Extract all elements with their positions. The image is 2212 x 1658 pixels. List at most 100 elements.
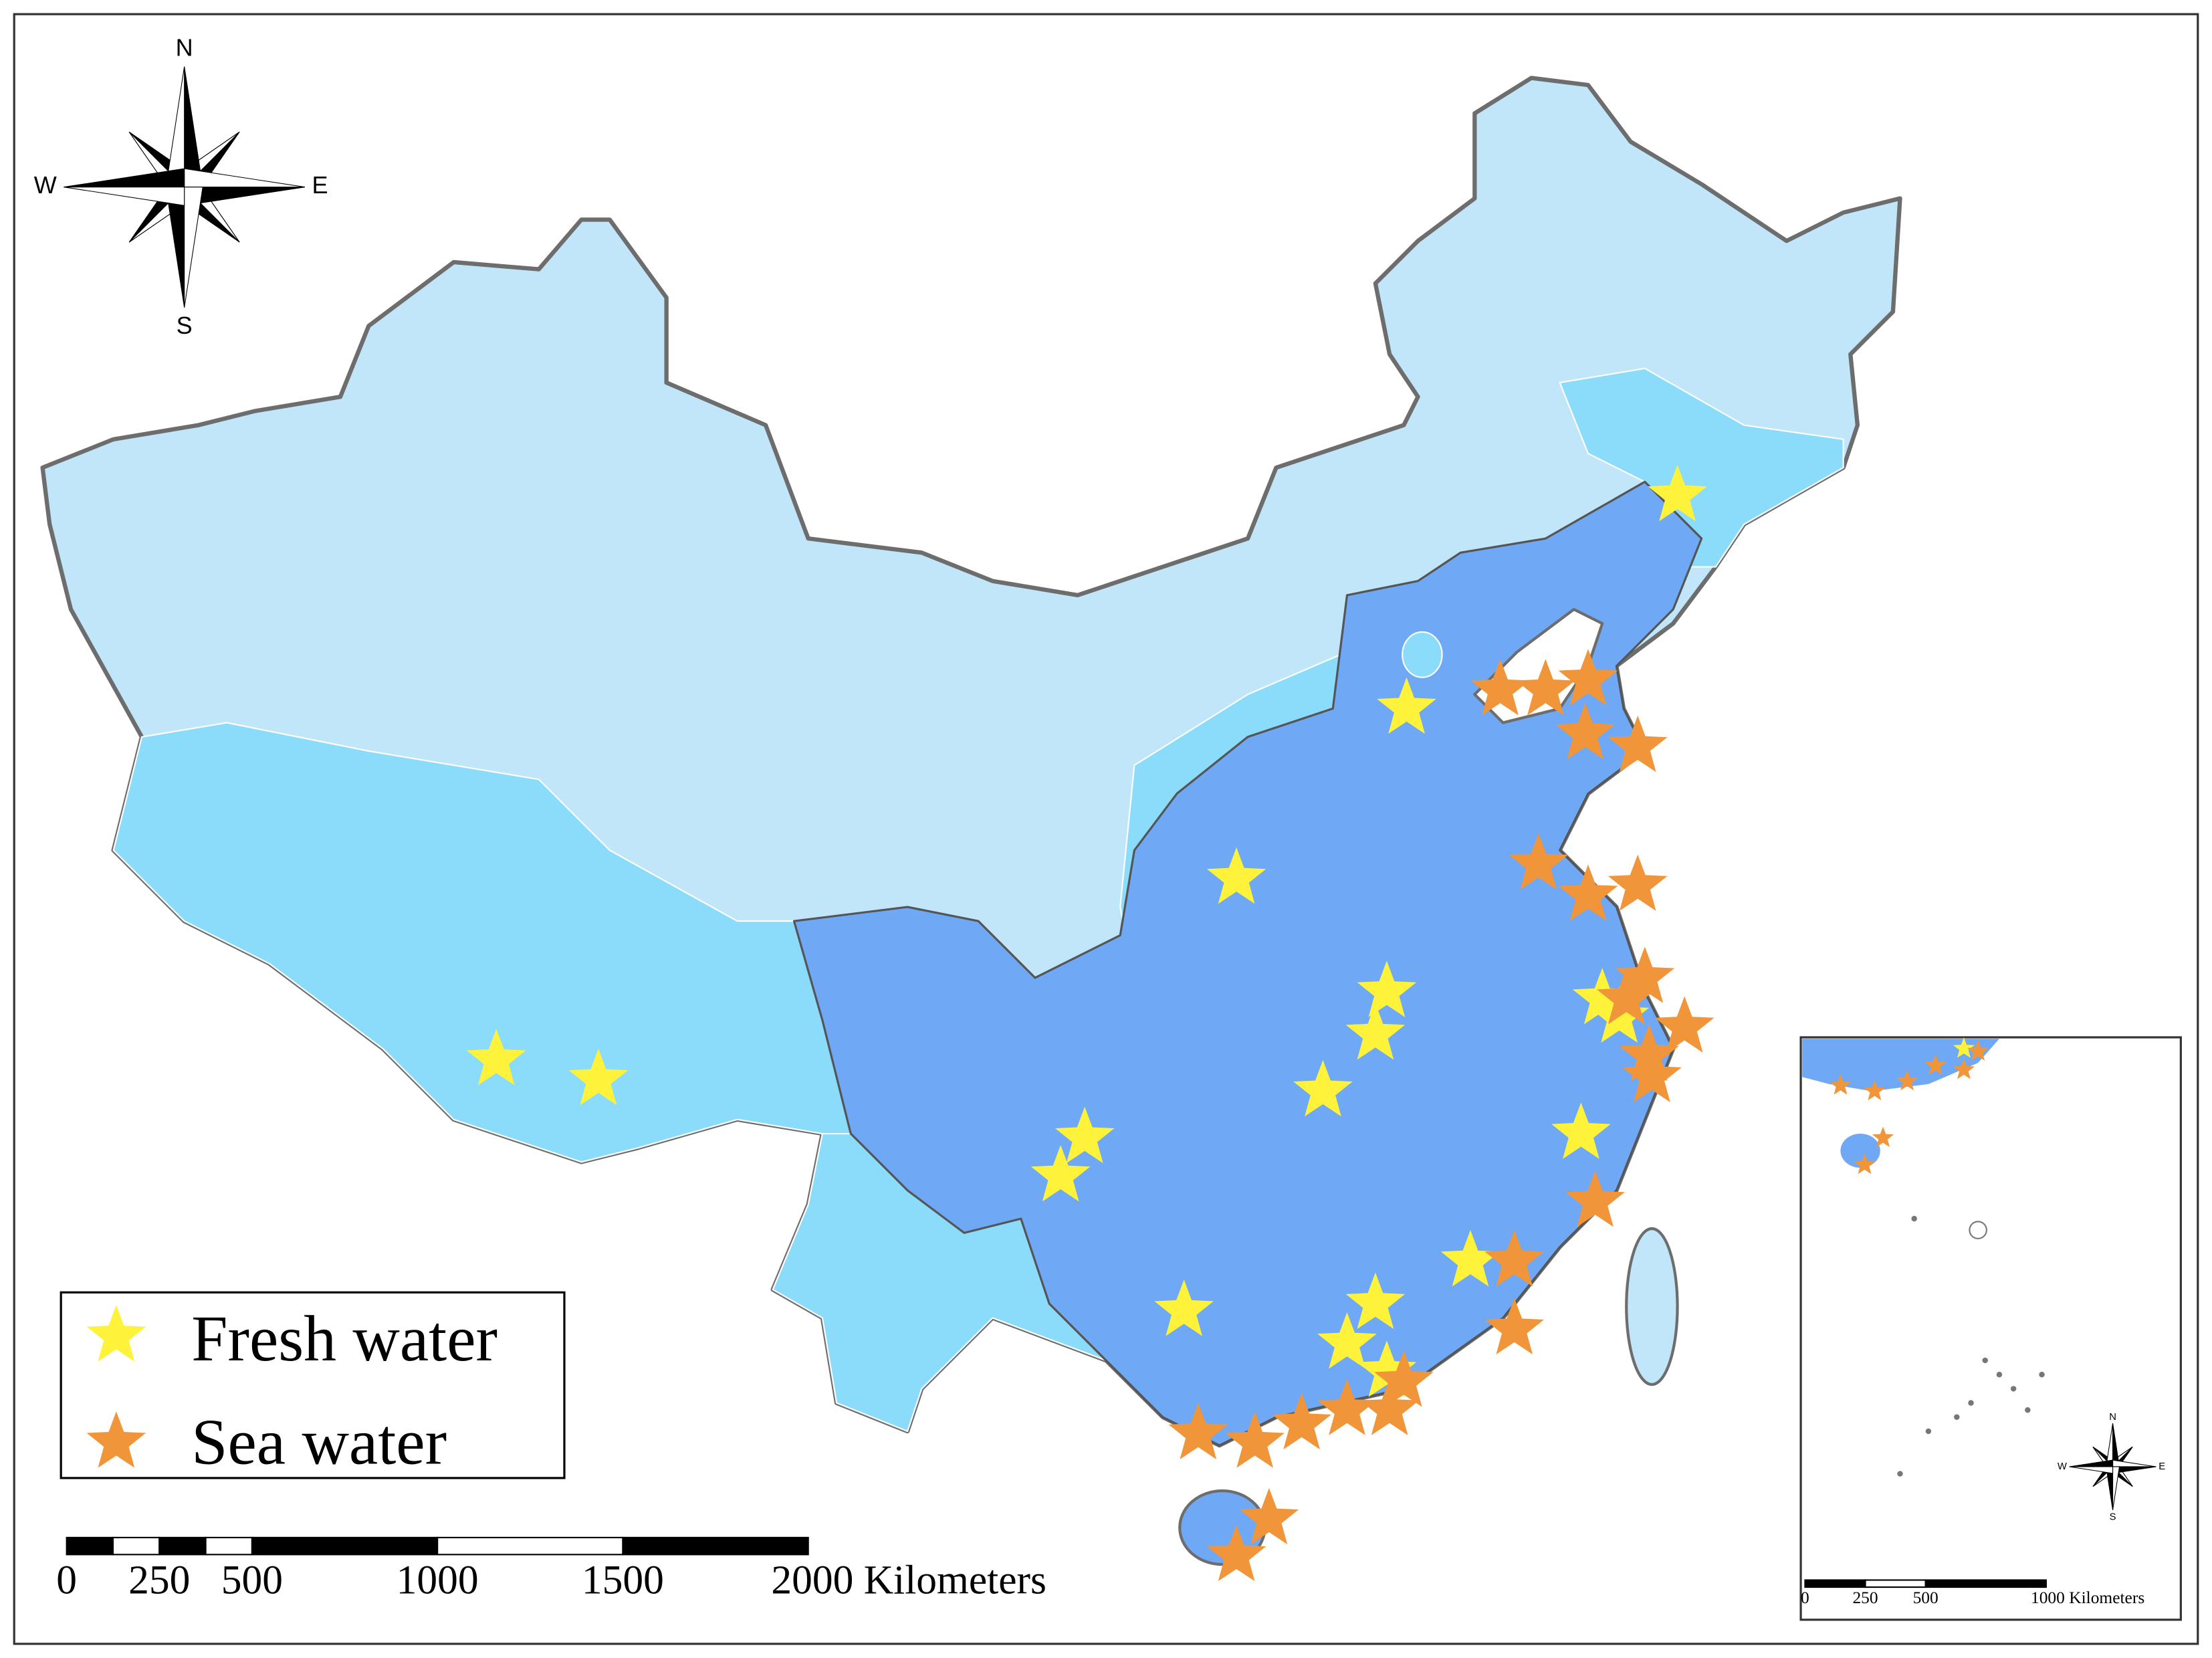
region-dark [792, 480, 1703, 1447]
scale-label: 0 [1801, 1588, 1809, 1607]
sea-water-site [1509, 833, 1569, 890]
legend-box [60, 1291, 566, 1479]
scale-bar: 0 250 500 1000 1500 2000 Kilometers [56, 1536, 1046, 1603]
legend-symbol [86, 1411, 146, 1468]
sea-water-site [1615, 946, 1675, 1003]
scale-segment [66, 1536, 114, 1556]
scale-label: 250 [128, 1558, 190, 1603]
scale-segment [1864, 1579, 1926, 1588]
sea-water-site [1484, 1230, 1545, 1287]
sites [466, 464, 1715, 1582]
inset-frame [1799, 1036, 2182, 1621]
fresh-water-site [1345, 1003, 1406, 1060]
compass-label: N [2109, 1412, 2116, 1423]
scale-segment [1804, 1579, 1866, 1588]
region-medium [1559, 367, 1844, 568]
sea-water-site [1225, 1411, 1285, 1468]
china-map [40, 76, 1902, 1566]
sea-water-site [1608, 854, 1668, 911]
legend-label: Fresh water [191, 1303, 497, 1375]
beijing [1402, 631, 1443, 678]
fresh-water-site [1345, 1272, 1406, 1330]
scale-segment [205, 1536, 253, 1556]
sea-water-site [1168, 1403, 1228, 1459]
scale-label: 250 [1852, 1588, 1878, 1607]
sea-water-site [1484, 1298, 1545, 1355]
sea-water-site [1317, 1378, 1377, 1435]
sea-water-site [1830, 1074, 1852, 1095]
scale-label: 500 [221, 1558, 283, 1603]
sea-water-site [1555, 702, 1616, 760]
fresh-water-site [1572, 968, 1632, 1025]
fresh-water-site [1551, 1102, 1611, 1159]
sea-water-site [1896, 1069, 1918, 1091]
scale-label: 1000 [397, 1558, 479, 1603]
inset-sites [1830, 1037, 1989, 1174]
sea-water-site [1654, 996, 1715, 1053]
compass-point [184, 187, 203, 308]
compass-label: E [2159, 1461, 2165, 1472]
legend-label: Sea water [191, 1407, 447, 1479]
legend-symbol [86, 1305, 146, 1362]
sea-water-site [1470, 659, 1530, 716]
fresh-water-site [1030, 1144, 1091, 1202]
fresh-water-site [1357, 1340, 1417, 1397]
sea-water-site [1239, 1487, 1299, 1545]
sea-water-site [1359, 1378, 1420, 1435]
sea-water-site [1619, 1024, 1679, 1081]
sea-water-site [1596, 968, 1656, 1025]
sea-water-site [1272, 1392, 1331, 1450]
fresh-water-site [1293, 1059, 1353, 1117]
taiwan [1625, 1227, 1679, 1386]
compass-label: W [34, 171, 57, 199]
sea-water-site [1558, 864, 1618, 921]
sea-water-site [1608, 715, 1668, 772]
scale-segment [112, 1536, 160, 1556]
fresh-water-site [1055, 1106, 1115, 1164]
fresh-water-site [466, 1029, 526, 1085]
sea-water-site [1558, 649, 1618, 706]
scale-segment [437, 1536, 624, 1556]
inset: N S E W 0 250 500 1000 Kilometers [1799, 1036, 2182, 1621]
sea-water-site [1924, 1054, 1947, 1075]
sea-water-site [1967, 1040, 1989, 1061]
fresh-water-site [1317, 1312, 1377, 1369]
fresh-water-site [1648, 464, 1707, 522]
scale-segment [251, 1536, 439, 1556]
scale-segment [622, 1536, 809, 1556]
compass-point [2069, 1466, 2114, 1474]
fresh-water-site [1953, 1037, 1975, 1058]
fresh-water-site [568, 1048, 629, 1106]
compass-label: N [176, 34, 193, 62]
scale-segment [158, 1536, 207, 1556]
sea-water-site [1953, 1058, 1975, 1079]
fresh-water-site [1377, 677, 1436, 734]
compass: N S E W [34, 34, 328, 339]
sea-water-site [1565, 1170, 1625, 1227]
compass-label: S [177, 312, 193, 339]
inset-compass: N S E W [2058, 1412, 2165, 1522]
scale-label: 1500 [582, 1558, 664, 1603]
compass-point [64, 187, 185, 206]
inset-land [1802, 1039, 1999, 1092]
fresh-water-site [1440, 1230, 1501, 1287]
sea-water-site [1872, 1126, 1894, 1148]
compass-label: W [2058, 1461, 2067, 1472]
fresh-water-site [1206, 847, 1266, 904]
scale-label: 0 [56, 1558, 77, 1603]
scale-label: 500 [1913, 1588, 1939, 1607]
sea-water-site [1864, 1079, 1886, 1101]
legend: Fresh water Sea water [60, 1291, 566, 1479]
sea-water-site [1622, 1045, 1682, 1103]
fresh-water-site [1154, 1279, 1214, 1336]
inset-scale-bar: 0 250 500 1000 Kilometers [1801, 1579, 2144, 1607]
inset-hainan [1840, 1134, 1880, 1168]
compass-point [2112, 1466, 2120, 1510]
sea-water-site [1206, 1524, 1266, 1582]
sea-water-site [1516, 659, 1575, 716]
scale-label: 1000 Kilometers [2031, 1588, 2144, 1607]
scale-label: 2000 Kilometers [771, 1558, 1046, 1603]
compass-label: E [312, 171, 328, 199]
